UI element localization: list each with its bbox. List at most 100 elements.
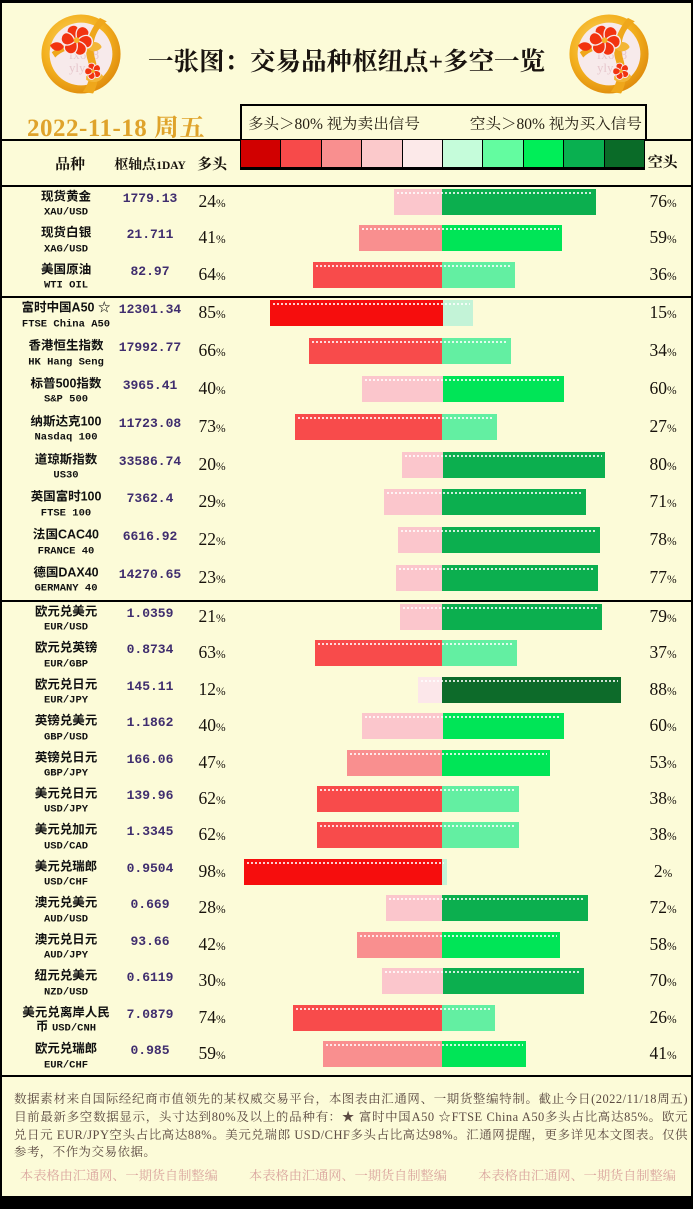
page-title: 一张图：交易品种枢纽点+多空一览	[147, 42, 546, 78]
percent-sign: %	[215, 347, 226, 360]
percent-sign: %	[215, 536, 226, 549]
long-short-bar	[361, 375, 564, 402]
long-short-bar	[294, 413, 498, 440]
instrument-name-text: 富时中国A50 ☆	[21, 296, 111, 316]
short-percent: 36%	[649, 263, 677, 284]
short-percent: 2%	[653, 860, 673, 881]
bar-highlight-dots	[402, 606, 600, 609]
table-row: 道琼斯指数 US30 33586.74 20% 80%	[0, 449, 693, 487]
long-percent: 29%	[198, 491, 226, 512]
instrument-name-text: 法国CAC40	[33, 523, 99, 543]
pivot-value: 0.669	[130, 897, 170, 913]
instrument-name: 欧元兑美元 EUR/USD	[17, 600, 115, 635]
long-percent: 23%	[198, 566, 226, 587]
instrument-symbol: FTSE 100	[40, 507, 92, 520]
long-percent: 22%	[198, 529, 226, 550]
pivot-value: 12301.34	[118, 302, 182, 318]
long-percent: 42%	[198, 933, 226, 954]
instrument-name-text: 德国DAX40	[33, 561, 99, 581]
footer-credit-right: 本表格由汇通网、一期货自制整编	[478, 1165, 676, 1184]
short-percent: 38%	[649, 787, 677, 808]
long-short-bar	[270, 300, 473, 327]
instrument-symbol: EUR/USD	[43, 621, 89, 634]
report-date: 2022-11-18 周五	[27, 108, 206, 144]
table-row: 香港恒生指数 HK Hang Seng 17992.77 66% 34%	[0, 335, 693, 373]
instrument-name: 澳元兑日元 AUD/JPY	[17, 930, 115, 963]
instrument-name-text: 美元兑离岸人民币	[22, 1001, 110, 1035]
frame-left-border	[0, 0, 2, 1209]
short-percent: 60%	[649, 715, 677, 736]
percent-sign: %	[215, 1013, 226, 1026]
long-short-bar	[316, 785, 520, 812]
instrument-name: 美国原油 WTI OIL	[17, 261, 115, 293]
instrument-symbol: GERMANY 40	[34, 582, 98, 595]
table-row: 现货黄金 XAU/USD 1779.13 24% 76%	[0, 187, 693, 224]
pivot-value: 14270.65	[118, 566, 182, 582]
percent-sign: %	[666, 234, 677, 247]
percent-sign: %	[666, 460, 677, 473]
legend-box: 多头＞80% 视为卖出信号 空头＞80% 视为买入信号	[240, 104, 647, 141]
long-percent: 24%	[198, 190, 226, 211]
table-row: 标普500指数 S&P 500 3965.41 40% 60%	[0, 373, 693, 411]
short-bar-segment	[442, 858, 447, 885]
long-short-bar	[359, 225, 562, 252]
long-short-bar	[357, 931, 560, 958]
column-header-long: 多头	[196, 153, 227, 174]
pivot-value: 0.6119	[126, 970, 174, 986]
percent-sign: %	[666, 197, 677, 210]
short-percent: 76%	[649, 190, 677, 211]
percent-sign: %	[215, 422, 226, 435]
instrument-symbol: XAU/USD	[43, 206, 89, 219]
table-row: 纽元兑美元 NZD/USD 0.6119 30% 70%	[0, 966, 693, 1002]
instrument-name: 富时中国A50 ☆ FTSE China A50	[17, 296, 115, 332]
instrument-name: 德国DAX40 GERMANY 40	[17, 564, 115, 596]
legend-scale-cell-2	[280, 139, 321, 168]
instrument-symbol: USD/CHF	[43, 876, 89, 889]
long-percent: 74%	[198, 1006, 226, 1027]
instrument-symbol: FTSE China A50	[21, 318, 111, 331]
percent-sign: %	[666, 649, 677, 662]
pivot-value: 139.96	[126, 787, 174, 803]
column-header-short: 空头	[647, 151, 678, 172]
instrument-name-text: 欧元兑美元	[34, 600, 98, 620]
footer-credit-center: 本表格由汇通网、一期货自制整编	[249, 1165, 447, 1184]
column-header-pivot-period: 1DAY	[156, 157, 186, 173]
bar-highlight-dots	[326, 1044, 523, 1047]
percent-sign: %	[215, 573, 226, 586]
percent-sign: %	[666, 270, 677, 283]
bar-highlight-dots	[396, 191, 594, 194]
long-percent: 40%	[198, 377, 226, 398]
long-percent: 73%	[198, 415, 226, 436]
table-row: 英国富时100 FTSE 100 7362.4 29% 71%	[0, 487, 693, 525]
pivot-value: 21.711	[126, 227, 174, 243]
group-separator-1	[0, 296, 693, 298]
instrument-symbol: AUD/JPY	[43, 949, 89, 962]
pivot-value: 145.11	[126, 678, 174, 694]
pivot-value: 0.8734	[126, 642, 174, 658]
percent-sign: %	[215, 384, 226, 397]
instrument-symbol: GBP/USD	[43, 730, 89, 743]
bar-highlight-dots	[364, 716, 561, 719]
long-percent: 66%	[198, 340, 226, 361]
legend-scale-cell-3	[320, 139, 362, 168]
short-percent: 72%	[649, 897, 677, 918]
instrument-symbol: USD/JPY	[43, 803, 89, 816]
pivot-value: 11723.08	[118, 415, 182, 431]
instrument-symbol: HK Hang Seng	[28, 356, 104, 369]
table-row: 澳元兑日元 AUD/JPY 93.66 42% 58%	[0, 930, 693, 966]
percent-sign: %	[666, 685, 677, 698]
instrument-symbol: NZD/USD	[43, 986, 89, 999]
bar-highlight-dots	[273, 303, 470, 306]
percent-sign: %	[666, 904, 677, 917]
instrument-symbol: S&P 500	[43, 393, 89, 406]
instrument-name-text: 现货黄金	[40, 185, 91, 205]
percent-sign: %	[215, 867, 226, 880]
instrument-name: 欧元兑瑞郎 EUR/CHF	[17, 1040, 115, 1072]
percent-sign: %	[666, 612, 677, 625]
instrument-name: 英镑兑日元 GBP/JPY	[17, 748, 115, 781]
instrument-name: 纳斯达克100 Nasdaq 100	[17, 412, 115, 445]
bar-highlight-dots	[319, 788, 517, 791]
percent-sign: %	[662, 867, 673, 880]
pivot-value: 33586.74	[118, 453, 182, 469]
